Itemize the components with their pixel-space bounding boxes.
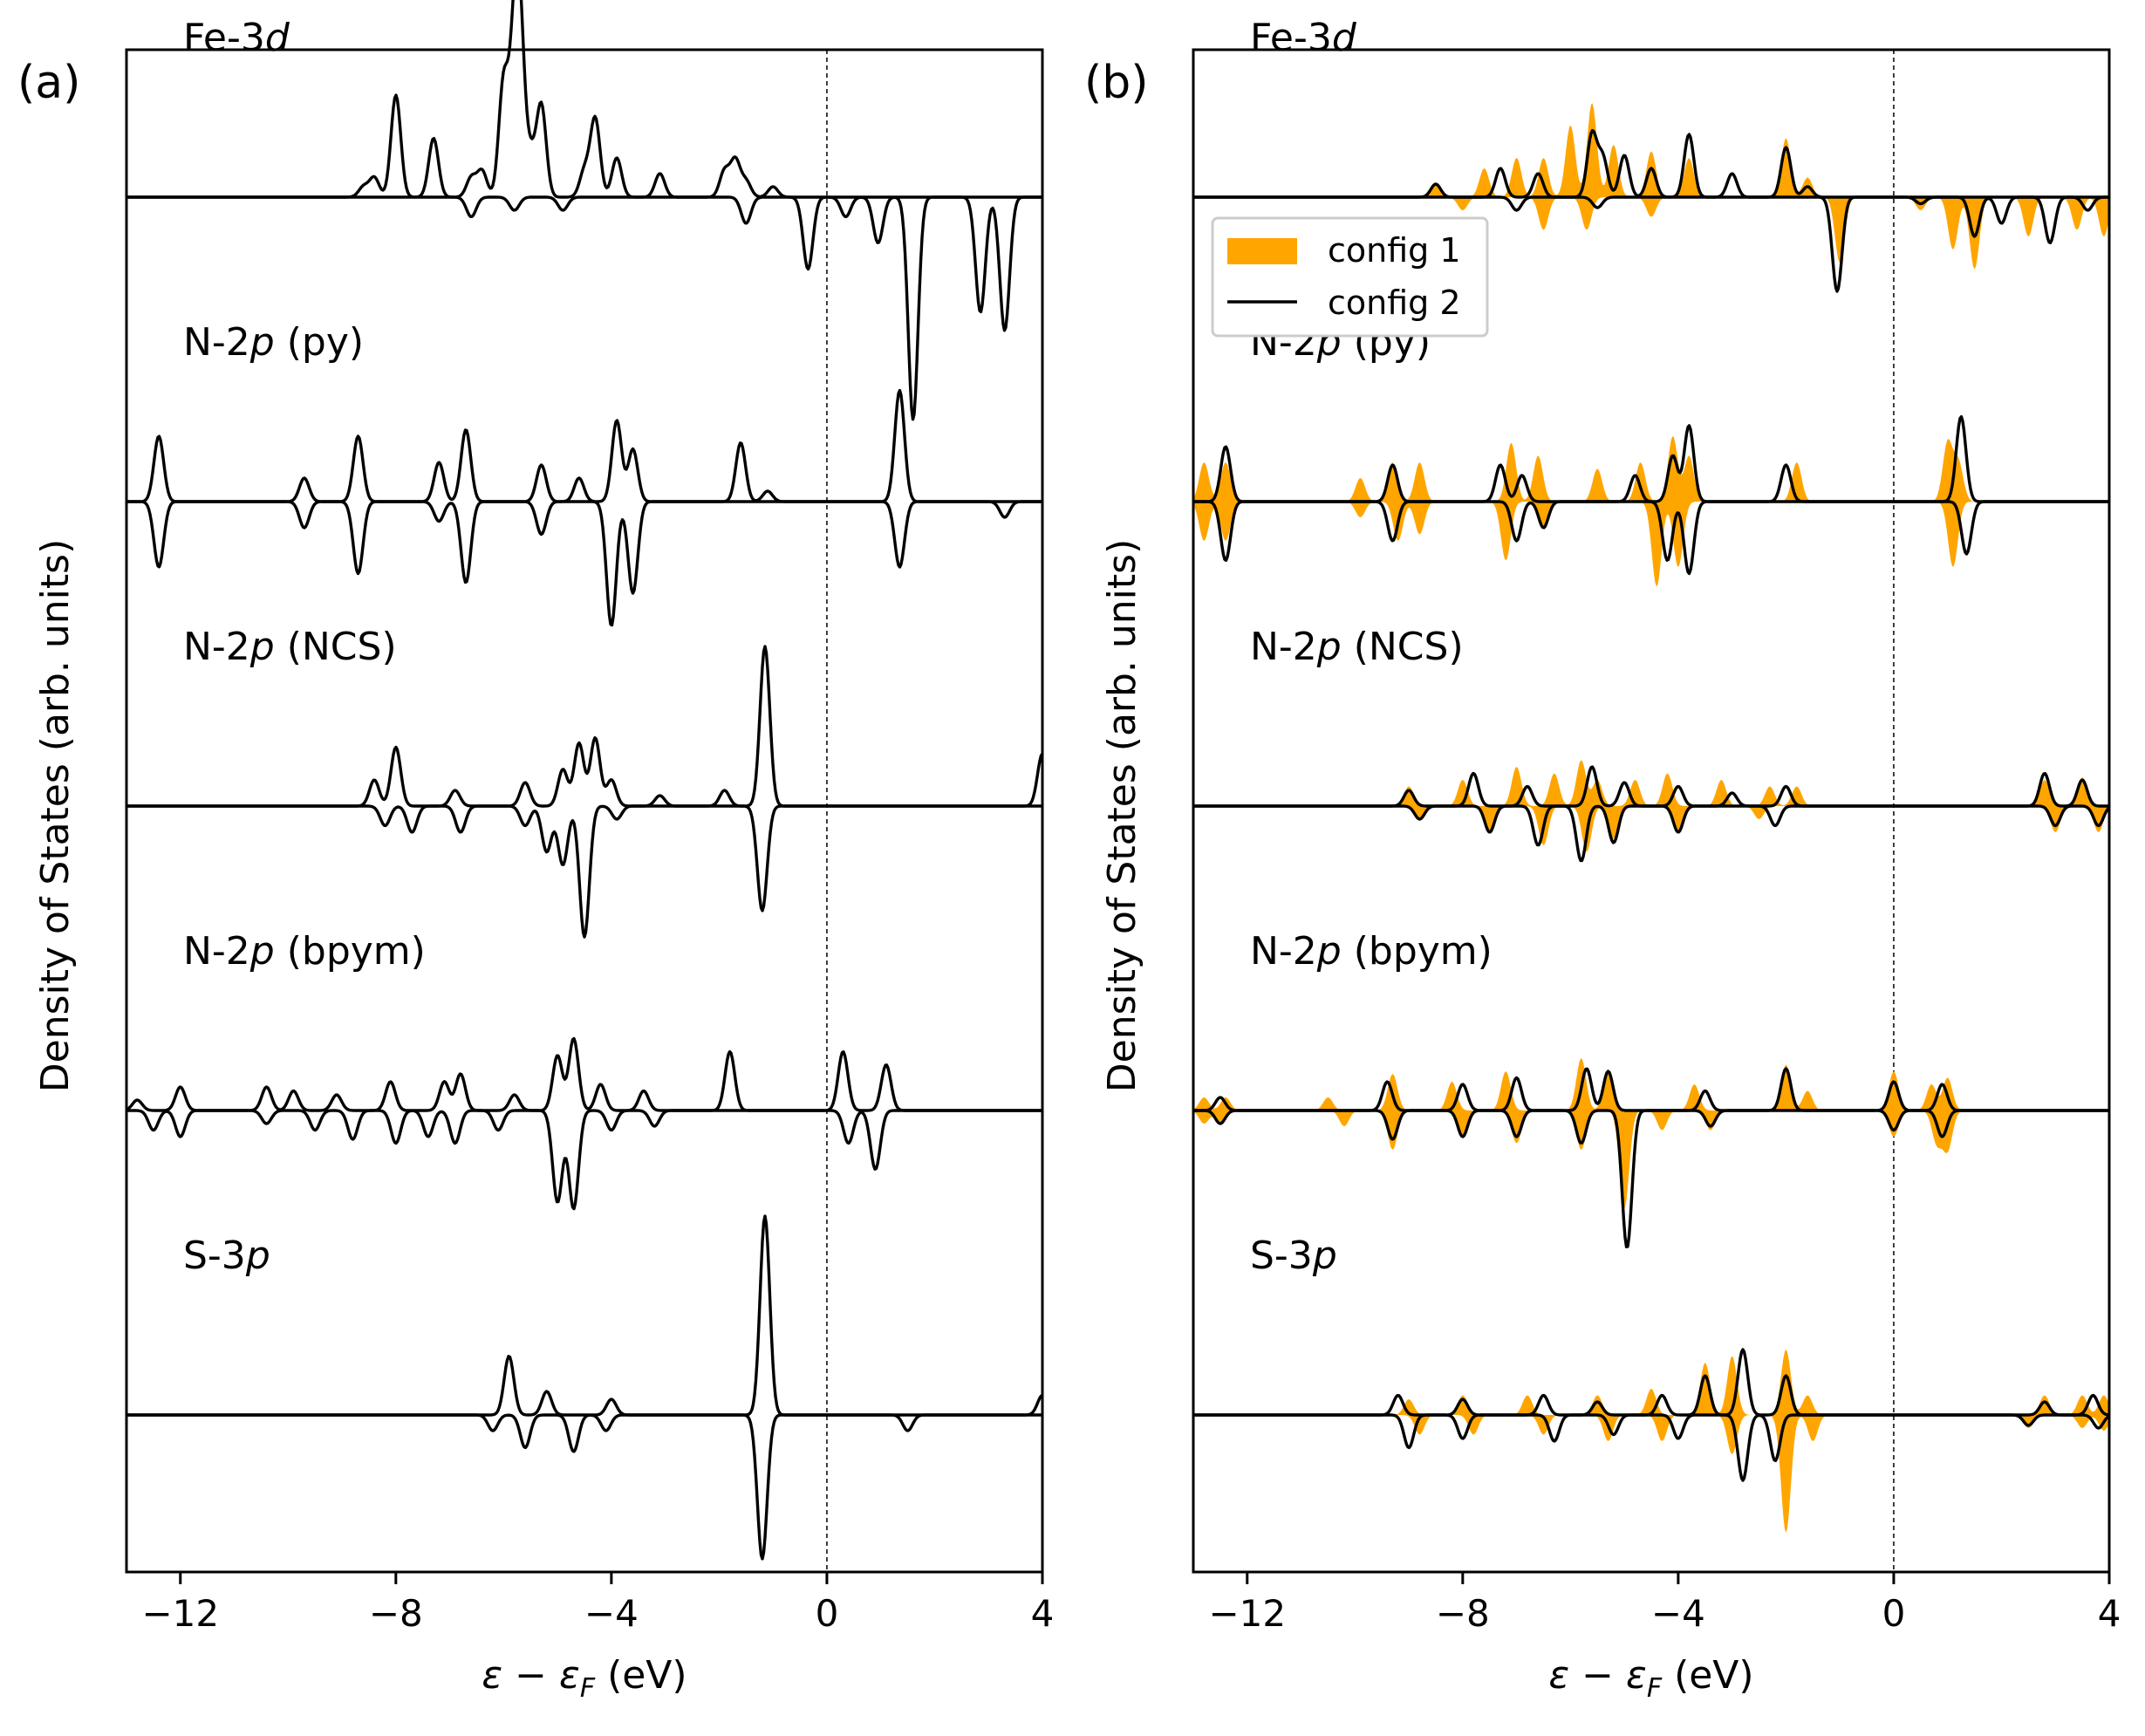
orbital-label-italic: p	[249, 929, 275, 974]
orbital-label-suffix: (NCS)	[275, 625, 397, 669]
legend-line-label: config 2	[1328, 284, 1461, 322]
orbital-label-a-0: Fe-3d	[183, 16, 290, 60]
orbital-label-prefix: S-3	[183, 1234, 246, 1278]
x-axis-label-a-sub: F	[580, 1673, 596, 1704]
config-2-n-2p-ncs-up-b-line	[1192, 765, 2110, 808]
config-2-n-2p-py-up-a-line	[126, 388, 1043, 503]
x-axis-label-a-main: ε − ε	[482, 1653, 579, 1698]
x-axis-label-a: ε − εF (eV)	[482, 1653, 687, 1704]
config-1-n-2p-ncs-up-b-area	[1193, 760, 2109, 806]
orbital-label-b-3: N-2p (bpym)	[1250, 929, 1493, 974]
orbital-label-a-3: N-2p (bpym)	[183, 929, 426, 974]
orbital-label-italic: p	[245, 1234, 270, 1278]
config-2-n-2p-bpym-up-a-line	[126, 1036, 1043, 1112]
plot-area-b: Fe-3dN-2p (py)N-2p (NCS)N-2p (bpym)S-3p	[1192, 16, 2111, 1572]
config-2-n-2p-ncs-up-a-line	[126, 645, 1044, 808]
x-tick-label-a-0: −12	[141, 1592, 219, 1635]
y-axis-label-b: Density of States (arb. units)	[1100, 539, 1144, 1093]
orbital-label-b-2: N-2p (NCS)	[1250, 625, 1464, 669]
x-axis-label-a-unit: (eV)	[595, 1653, 687, 1698]
orbital-label-italic: d	[1332, 16, 1357, 60]
x-ticks-a: −12 −8 −4 0 4	[141, 1572, 1054, 1635]
plot-area-a: Fe-3dN-2p (py)N-2p (NCS)N-2p (bpym)S-3p	[126, 0, 1044, 1572]
orbital-label-a-4: S-3p	[183, 1234, 270, 1278]
config-2-n-2p-ncs-down-b-line	[1192, 804, 2111, 863]
config-1-n-2p-bpym-up-b-area	[1193, 1058, 2109, 1111]
orbital-label-italic: p	[249, 320, 275, 365]
orbital-label-italic: p	[249, 625, 275, 669]
orbital-label-prefix: N-2	[1250, 625, 1317, 669]
config-1-fe-3d-down-b-area	[1193, 197, 2109, 270]
orbital-label-prefix: N-2	[1250, 929, 1317, 974]
orbital-label-prefix: Fe-3	[1250, 16, 1332, 60]
config-1-s-3p-up-b-area	[1193, 1350, 2109, 1415]
orbital-label-a-1: N-2p (py)	[183, 320, 364, 365]
panel-b: (b) Density of States (arb. units) Fe-3d…	[1084, 16, 2121, 1704]
config-1-n-2p-ncs-down-b-area	[1193, 806, 2109, 852]
config-2-fe-3d-down-a-line	[126, 195, 1043, 421]
x-tick-label-b-4: 4	[2098, 1592, 2121, 1635]
config-2-fe-3d-down-b-line	[1192, 195, 2110, 293]
config-1-n-2p-py-up-b-area	[1193, 436, 2109, 502]
y-axis-label-a: Density of States (arb. units)	[33, 539, 78, 1093]
x-tick-label-a-3: 0	[816, 1592, 839, 1635]
legend-fill-swatch	[1227, 238, 1297, 264]
orbital-label-italic: p	[1316, 625, 1342, 669]
config-1-s-3p-down-b-area	[1193, 1415, 2109, 1533]
orbital-label-suffix: (bpym)	[1342, 929, 1493, 974]
x-tick-label-a-4: 4	[1031, 1592, 1055, 1635]
plot-frame-b	[1192, 48, 2111, 1574]
orbital-label-b-4: S-3p	[1250, 1234, 1337, 1278]
orbital-label-suffix: (py)	[275, 320, 364, 365]
x-ticks-b: −12 −8 −4 0 4	[1208, 1572, 2121, 1635]
config-2-n-2p-ncs-down-a-line	[126, 804, 1043, 939]
x-tick-label-b-0: −12	[1208, 1592, 1286, 1635]
legend: config 1 config 2	[1211, 216, 1489, 338]
x-axis-label-b: ε − εF (eV)	[1548, 1653, 1753, 1704]
legend-fill-label: config 1	[1328, 231, 1461, 270]
config-1-fe-3d-up-b-area	[1193, 103, 2109, 197]
orbital-label-prefix: N-2	[183, 320, 250, 365]
x-tick-label-b-3: 0	[1882, 1592, 1906, 1635]
orbital-label-prefix: N-2	[183, 929, 250, 974]
panel-label-b: (b)	[1084, 57, 1149, 109]
config-2-n-2p-py-down-a-line	[126, 500, 1043, 627]
x-tick-label-b-1: −8	[1436, 1592, 1490, 1635]
x-axis-label-b-sub: F	[1647, 1673, 1663, 1704]
orbital-label-italic: d	[265, 16, 290, 60]
config-2-s-3p-down-b-line	[1192, 1413, 2110, 1482]
x-axis-label-b-main: ε − ε	[1548, 1653, 1646, 1698]
config-2-n-2p-py-up-b-line	[1192, 415, 2110, 503]
x-tick-label-b-2: −4	[1651, 1592, 1705, 1635]
config-2-n-2p-bpym-down-b-line	[1192, 1109, 2110, 1248]
config-1-n-2p-py-down-b-area	[1193, 502, 2109, 587]
panel-label-a: (a)	[17, 57, 80, 109]
x-axis-label-b-unit: (eV)	[1662, 1653, 1754, 1698]
orbital-label-suffix: (bpym)	[275, 929, 426, 974]
orbital-label-suffix: (NCS)	[1342, 625, 1464, 669]
config-2-n-2p-py-down-b-line	[1192, 500, 2110, 576]
x-tick-label-a-1: −8	[369, 1592, 423, 1635]
orbital-label-a-2: N-2p (NCS)	[183, 625, 397, 669]
orbital-label-prefix: Fe-3	[183, 16, 265, 60]
plot-frame-a	[125, 48, 1044, 1574]
config-1-n-2p-bpym-down-b-area	[1193, 1111, 2109, 1208]
x-tick-label-a-2: −4	[584, 1592, 639, 1635]
orbital-label-prefix: N-2	[183, 625, 250, 669]
config-2-s-3p-down-a-line	[126, 1413, 1043, 1561]
orbital-label-b-0: Fe-3d	[1250, 16, 1357, 60]
config-2-n-2p-bpym-down-a-line	[126, 1109, 1043, 1211]
orbital-label-italic: p	[1316, 929, 1342, 974]
panel-a: (a) Density of States (arb. units) Fe-3d…	[17, 0, 1054, 1704]
orbital-label-italic: p	[1312, 1234, 1337, 1278]
orbital-label-prefix: S-3	[1250, 1234, 1313, 1278]
